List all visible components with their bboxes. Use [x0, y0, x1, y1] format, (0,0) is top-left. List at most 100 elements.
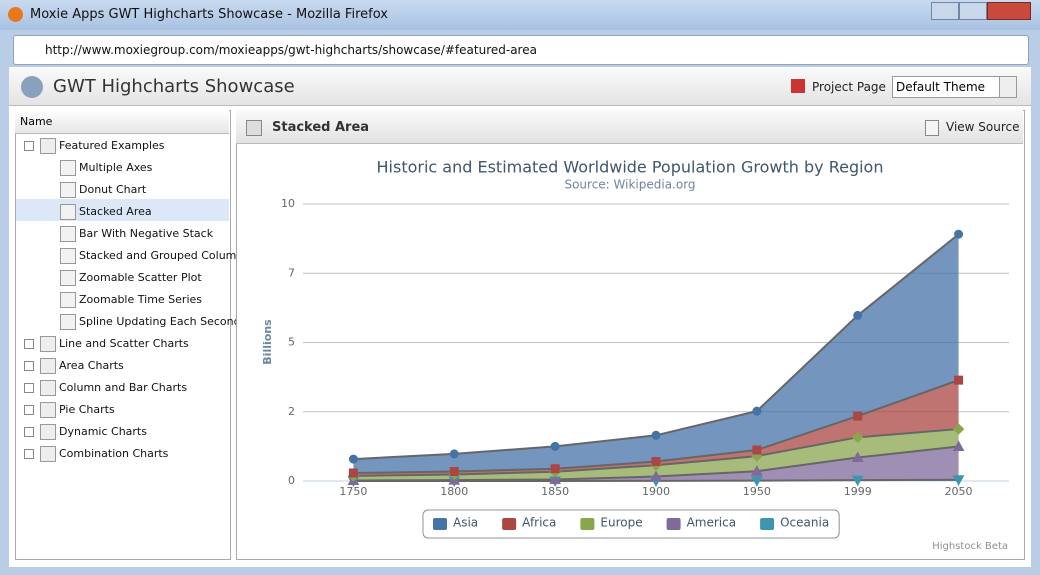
marker: [751, 465, 763, 476]
tree-group[interactable]: Line and Scatter Charts: [59, 337, 189, 350]
title-bar: Moxie Apps GWT Highcharts Showcase - Moz…: [0, 0, 1040, 30]
item-icon: [60, 314, 76, 330]
marker: [348, 454, 358, 464]
x-tick-label: 1900: [642, 485, 670, 498]
panel-title: Stacked Area: [272, 120, 370, 135]
legend-label: Africa: [522, 516, 556, 530]
marker: [851, 475, 864, 487]
legend-label: Europe: [600, 516, 642, 530]
marker: [952, 440, 965, 451]
area: [353, 234, 959, 473]
marker: [954, 229, 964, 239]
marker: [751, 476, 763, 487]
marker: [954, 375, 964, 385]
item-icon: [60, 270, 76, 286]
marker: [752, 406, 762, 416]
legend-swatch: [433, 518, 447, 530]
chart-title: Historic and Estimated Worldwide Populat…: [377, 158, 884, 177]
tree-item[interactable]: Bar With Negative Stack: [79, 227, 214, 240]
url: http://www.moxiegroup.com/moxieapps/gwt-…: [45, 43, 537, 57]
tree-item[interactable]: Stacked Area: [79, 205, 152, 218]
marker: [550, 441, 560, 451]
project-link[interactable]: Project Page: [812, 80, 886, 94]
expander[interactable]: [24, 449, 34, 459]
window-controls[interactable]: [931, 2, 1031, 20]
marker: [851, 451, 864, 463]
area: [353, 380, 959, 476]
credits: Highstock Beta: [932, 541, 1008, 552]
tree-group[interactable]: Featured Examples: [59, 139, 165, 152]
app-icon: [8, 7, 23, 22]
tree-item[interactable]: Donut Chart: [79, 183, 147, 196]
group-icon: [40, 138, 56, 154]
group-icon: [40, 402, 56, 418]
expander[interactable]: [24, 339, 34, 349]
url-bar[interactable]: http://www.moxiegroup.com/moxieapps/gwt-…: [13, 35, 1029, 65]
tree-item[interactable]: Zoomable Scatter Plot: [79, 271, 202, 284]
tree-group[interactable]: Pie Charts: [59, 403, 115, 416]
marker: [348, 468, 358, 478]
marker: [449, 466, 459, 476]
tree-item[interactable]: Spline Updating Each Second: [79, 315, 241, 328]
legend-swatch: [580, 518, 595, 530]
tree-item[interactable]: Multiple Axes: [79, 161, 153, 174]
tree-group[interactable]: Dynamic Charts: [59, 425, 147, 438]
x-tick-label: 1850: [541, 485, 569, 498]
legend-swatch: [502, 518, 517, 530]
x-tick-label: 2050: [945, 485, 973, 498]
item-icon: [60, 160, 76, 176]
app-header: [9, 67, 1031, 106]
area: [353, 446, 959, 481]
item-icon: [60, 226, 76, 242]
tree-header-label: Name: [20, 115, 53, 128]
source-icon: [925, 120, 939, 136]
y-tick-label: 10: [281, 197, 295, 210]
marker: [651, 430, 661, 440]
group-icon: [40, 446, 56, 462]
x-tick-label: 1750: [339, 485, 367, 498]
marker: [651, 457, 661, 467]
x-tick-label: 1999: [844, 485, 872, 498]
marker: [952, 423, 965, 435]
marker: [449, 449, 459, 459]
tree-item[interactable]: Zoomable Time Series: [79, 293, 202, 306]
legend-label: America: [687, 516, 737, 530]
legend-swatch: [666, 518, 681, 530]
tree-panel: [15, 110, 231, 560]
y-axis-label: Billions: [261, 319, 274, 365]
marker: [550, 464, 560, 474]
expander[interactable]: [24, 405, 34, 415]
legend-swatch: [760, 518, 775, 530]
marker: [852, 431, 864, 444]
tree-header: Name: [15, 110, 229, 134]
tree-group[interactable]: Combination Charts: [59, 447, 169, 460]
chart-subtitle: Source: Wikipedia.org: [564, 178, 695, 192]
panel-header: [236, 110, 1023, 144]
theme-value: Default Theme: [896, 80, 986, 94]
x-tick-label: 1950: [743, 485, 771, 498]
group-icon: [40, 380, 56, 396]
expander[interactable]: [24, 427, 34, 437]
view-source[interactable]: View Source: [946, 120, 1020, 134]
tree-group[interactable]: Area Charts: [59, 359, 124, 372]
expander[interactable]: [24, 361, 34, 371]
y-tick-label: 5: [288, 336, 295, 349]
marker: [549, 473, 561, 484]
legend-label: Asia: [453, 516, 478, 530]
y-tick-label: 0: [288, 474, 295, 487]
panel-icon: [246, 120, 262, 136]
chart: Historic and Estimated Worldwide Populat…: [261, 158, 1009, 552]
tree-group[interactable]: Column and Bar Charts: [59, 381, 188, 394]
expander[interactable]: [24, 383, 34, 393]
project-icon: [791, 79, 805, 93]
marker: [853, 310, 863, 320]
item-icon: [60, 292, 76, 308]
expander[interactable]: [24, 141, 34, 151]
item-icon: [60, 204, 76, 220]
item-icon: [60, 182, 76, 198]
group-icon: [40, 358, 56, 374]
theme-select[interactable]: Default Theme: [892, 76, 1017, 98]
window-title: Moxie Apps GWT Highcharts Showcase - Moz…: [30, 7, 388, 22]
y-tick-label: 7: [288, 266, 295, 279]
tree-item[interactable]: Stacked and Grouped Column: [79, 249, 244, 262]
